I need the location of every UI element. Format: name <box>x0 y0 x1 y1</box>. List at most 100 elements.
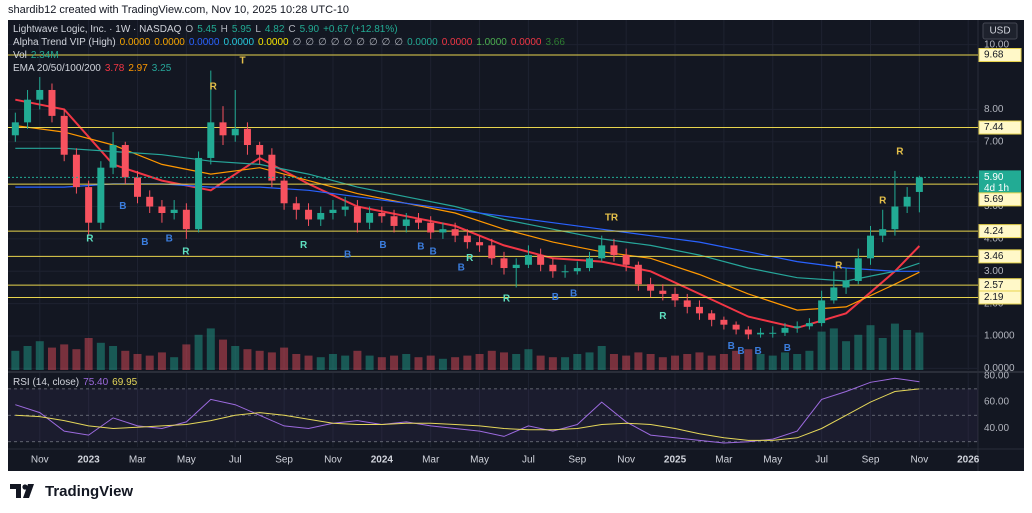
indicator-value: ∅ <box>292 37 302 48</box>
volume-bar <box>194 334 203 370</box>
indicator-value: ∅ <box>368 37 378 48</box>
level-label: 7.44 <box>984 122 1004 133</box>
ohlc-value: 5.95 <box>231 24 252 35</box>
volume-bar <box>768 355 777 370</box>
volume-bar <box>719 354 728 370</box>
ema-line <box>15 98 921 329</box>
volume-bar <box>231 346 240 370</box>
volume-bar <box>243 349 252 370</box>
volume-bar <box>390 355 399 370</box>
y-tick-label: 5.00 <box>984 201 1004 212</box>
signal-label: R <box>466 253 474 264</box>
candle-body <box>280 180 288 204</box>
level-label: 4.24 <box>984 226 1004 237</box>
volume-bar <box>499 352 508 370</box>
volume-bar <box>487 350 496 370</box>
legend-volume: Vol 2.34M <box>13 50 63 61</box>
logo-icon <box>10 484 34 498</box>
volume-bar <box>805 350 814 370</box>
level-label-box <box>978 290 1022 305</box>
signal-label: B <box>379 240 386 251</box>
rsi-tick-label: 80.00 <box>984 370 1009 381</box>
candle-body <box>11 122 19 136</box>
signal-label: B <box>754 346 761 357</box>
volume-bar <box>267 352 276 370</box>
volume-bar <box>915 332 924 370</box>
volume-bar <box>341 355 350 370</box>
ohlc-value: C <box>288 24 296 35</box>
volume-bar <box>219 339 228 370</box>
indicator-name: Vol <box>13 50 27 61</box>
candle-body <box>72 154 80 188</box>
indicator-value: 0.0000 <box>119 37 151 48</box>
x-tick-label: Jul <box>815 455 828 466</box>
candle-body <box>634 264 642 285</box>
volume-bar <box>328 354 337 370</box>
signal-label: B <box>430 246 437 257</box>
candle-body <box>243 128 251 146</box>
candle-body <box>866 235 874 259</box>
signal-label: B <box>552 292 559 303</box>
candle-body <box>683 300 691 307</box>
candle-body <box>414 219 422 223</box>
currency-box[interactable] <box>982 22 1018 40</box>
candle-body <box>133 177 141 197</box>
volume-bar <box>121 350 130 370</box>
candle-body <box>610 245 618 256</box>
indicator-value: 0.0000 <box>407 37 438 48</box>
x-tick-label: May <box>470 455 489 466</box>
candle-body <box>854 258 862 281</box>
x-tick-label: Sep <box>568 455 586 466</box>
candle-body <box>353 206 361 223</box>
signal-label: R <box>503 293 511 304</box>
volume-bar <box>47 347 56 370</box>
ohlc-value: H <box>220 24 228 35</box>
indicator-value: 69.95 <box>112 377 138 388</box>
volume-bar <box>109 346 118 370</box>
volume-bar <box>23 346 32 370</box>
candle-body <box>24 99 32 123</box>
volume-bar <box>133 354 142 370</box>
candle-body <box>146 196 154 207</box>
last-price-box <box>979 170 1021 195</box>
candle-body <box>341 206 349 210</box>
x-tick-label: Nov <box>910 455 928 466</box>
volume-bar <box>878 338 887 370</box>
candle-body <box>512 264 520 269</box>
candle-body <box>195 157 203 230</box>
candle-body <box>292 203 300 210</box>
candle-body <box>891 206 899 230</box>
rsi-tick-label: 40.00 <box>984 423 1009 434</box>
candle-body <box>48 89 56 116</box>
y-tick-label: 0.0000 <box>984 363 1015 374</box>
candle-body <box>586 258 594 269</box>
signal-label: B <box>344 250 351 261</box>
ohlc-value: 5.45 <box>197 24 217 35</box>
indicator-value: ∅ <box>394 37 404 48</box>
signal-label: B <box>737 346 744 357</box>
x-tick-label: Jul <box>229 455 242 466</box>
volume-bar <box>732 350 741 370</box>
rsi-tick-label: 60.00 <box>984 397 1009 408</box>
y-tick-label: 1.0000 <box>984 331 1015 342</box>
signal-label: B <box>141 237 148 248</box>
indicator-value: ∅ <box>381 37 391 48</box>
candle-body <box>879 229 887 236</box>
level-label: 2.57 <box>984 280 1004 291</box>
volume-bar <box>255 350 264 370</box>
volume-bar <box>854 334 863 370</box>
rsi-line <box>15 377 920 444</box>
indicator-value: 2.34M <box>30 50 59 61</box>
candle-body <box>97 167 105 223</box>
footer[interactable]: TradingView <box>10 482 133 500</box>
level-label: 5.69 <box>984 194 1004 205</box>
candle-body <box>805 323 813 327</box>
volume-bar <box>780 352 789 370</box>
signal-label: R <box>86 234 94 245</box>
indicator-value: 0.0000 <box>510 37 542 48</box>
candle-body <box>451 229 459 236</box>
candle-body <box>390 216 398 226</box>
x-tick-label: Nov <box>617 455 635 466</box>
candle-body <box>378 212 386 217</box>
